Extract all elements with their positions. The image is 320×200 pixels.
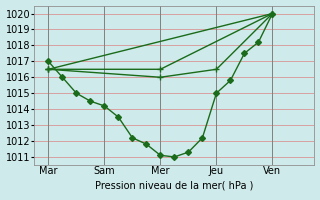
X-axis label: Pression niveau de la mer( hPa ): Pression niveau de la mer( hPa ) xyxy=(95,180,253,190)
